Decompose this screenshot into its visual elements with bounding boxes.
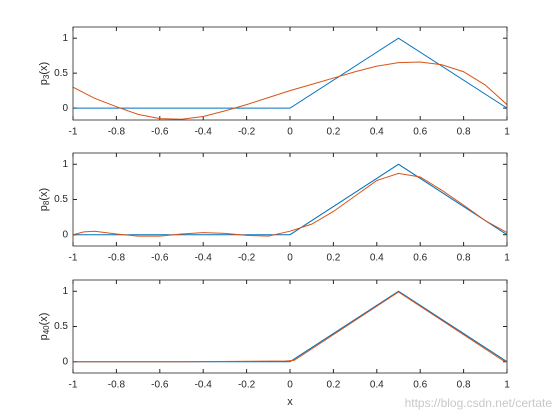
y-tick-label: 1 (62, 286, 68, 297)
y-label-base: p (38, 334, 50, 340)
x-tick-label: 0 (287, 380, 293, 391)
x-tick-label: 0.6 (413, 127, 427, 138)
x-tick-label: -0.6 (151, 127, 169, 138)
axes-box (72, 26, 508, 121)
x-tick-label: 0.8 (457, 253, 471, 264)
x-tick-label: 0.8 (457, 127, 471, 138)
x-tick-label: -0.2 (238, 380, 256, 391)
line (72, 61, 508, 120)
axes-box (72, 279, 508, 374)
x-tick-label: 0.2 (326, 127, 340, 138)
y-axis-label: p40(x) (38, 313, 51, 341)
x-tick-label: 1 (504, 127, 510, 138)
y-label-rest: (x) (38, 313, 50, 326)
x-tick-label: -0.4 (195, 127, 213, 138)
axes-background (73, 280, 507, 373)
x-tick-label: -1 (69, 253, 78, 264)
y-axis-label: p8(x) (38, 188, 51, 211)
x-axis-label: x (287, 396, 293, 408)
y-axis-label: p3(x) (38, 62, 51, 85)
y-label-base: p (38, 79, 50, 85)
x-tick-label: -0.8 (108, 380, 126, 391)
y-tick-label: 0 (62, 229, 68, 240)
y-tick-label: 0.5 (54, 68, 68, 79)
x-tick-label: -0.6 (151, 253, 169, 264)
y-tick-label: 0.5 (54, 321, 68, 332)
x-tick-label: -1 (69, 127, 78, 138)
x-tick-label: -0.6 (151, 380, 169, 391)
y-label-base: p (38, 205, 50, 211)
y-tick-label: 0.5 (54, 194, 68, 205)
y-tick-label: 1 (62, 33, 68, 44)
watermark: https://blog.csdn.net/certate (405, 396, 553, 410)
axes-background (73, 153, 507, 246)
line (73, 291, 508, 363)
y-tick-label: 1 (62, 159, 68, 170)
axes-background (73, 27, 507, 120)
x-tick-label: 0.8 (457, 380, 471, 391)
x-tick-label: 0.4 (370, 253, 384, 264)
x-tick-label: -1 (69, 380, 78, 391)
line (72, 172, 508, 237)
x-tick-label: -0.4 (195, 253, 213, 264)
x-tick-label: 1 (504, 253, 510, 264)
x-tick-label: -0.4 (195, 380, 213, 391)
x-tick-label: 0.6 (413, 253, 427, 264)
axes-box (72, 152, 508, 247)
x-tick-label: -0.2 (238, 127, 256, 138)
x-tick-label: 0.4 (370, 127, 384, 138)
y-label-rest: (x) (38, 188, 50, 201)
x-tick-label: -0.2 (238, 253, 256, 264)
x-tick-label: 0 (287, 127, 293, 138)
x-tick-label: 0.4 (370, 380, 384, 391)
y-label-subscript: 8 (42, 200, 51, 205)
x-tick-label: 0 (287, 253, 293, 264)
x-tick-label: 1 (504, 380, 510, 391)
x-tick-label: 0.2 (326, 253, 340, 264)
x-tick-label: -0.8 (108, 253, 126, 264)
x-tick-label: 0.6 (413, 380, 427, 391)
y-label-subscript: 3 (42, 74, 51, 79)
y-label-rest: (x) (38, 62, 50, 75)
y-tick-label: 0 (62, 103, 68, 114)
x-tick-label: 0.2 (326, 380, 340, 391)
line (73, 163, 508, 236)
y-tick-label: 0 (62, 356, 68, 367)
y-label-subscript: 40 (42, 325, 51, 334)
x-tick-label: -0.8 (108, 127, 126, 138)
line (73, 37, 508, 109)
